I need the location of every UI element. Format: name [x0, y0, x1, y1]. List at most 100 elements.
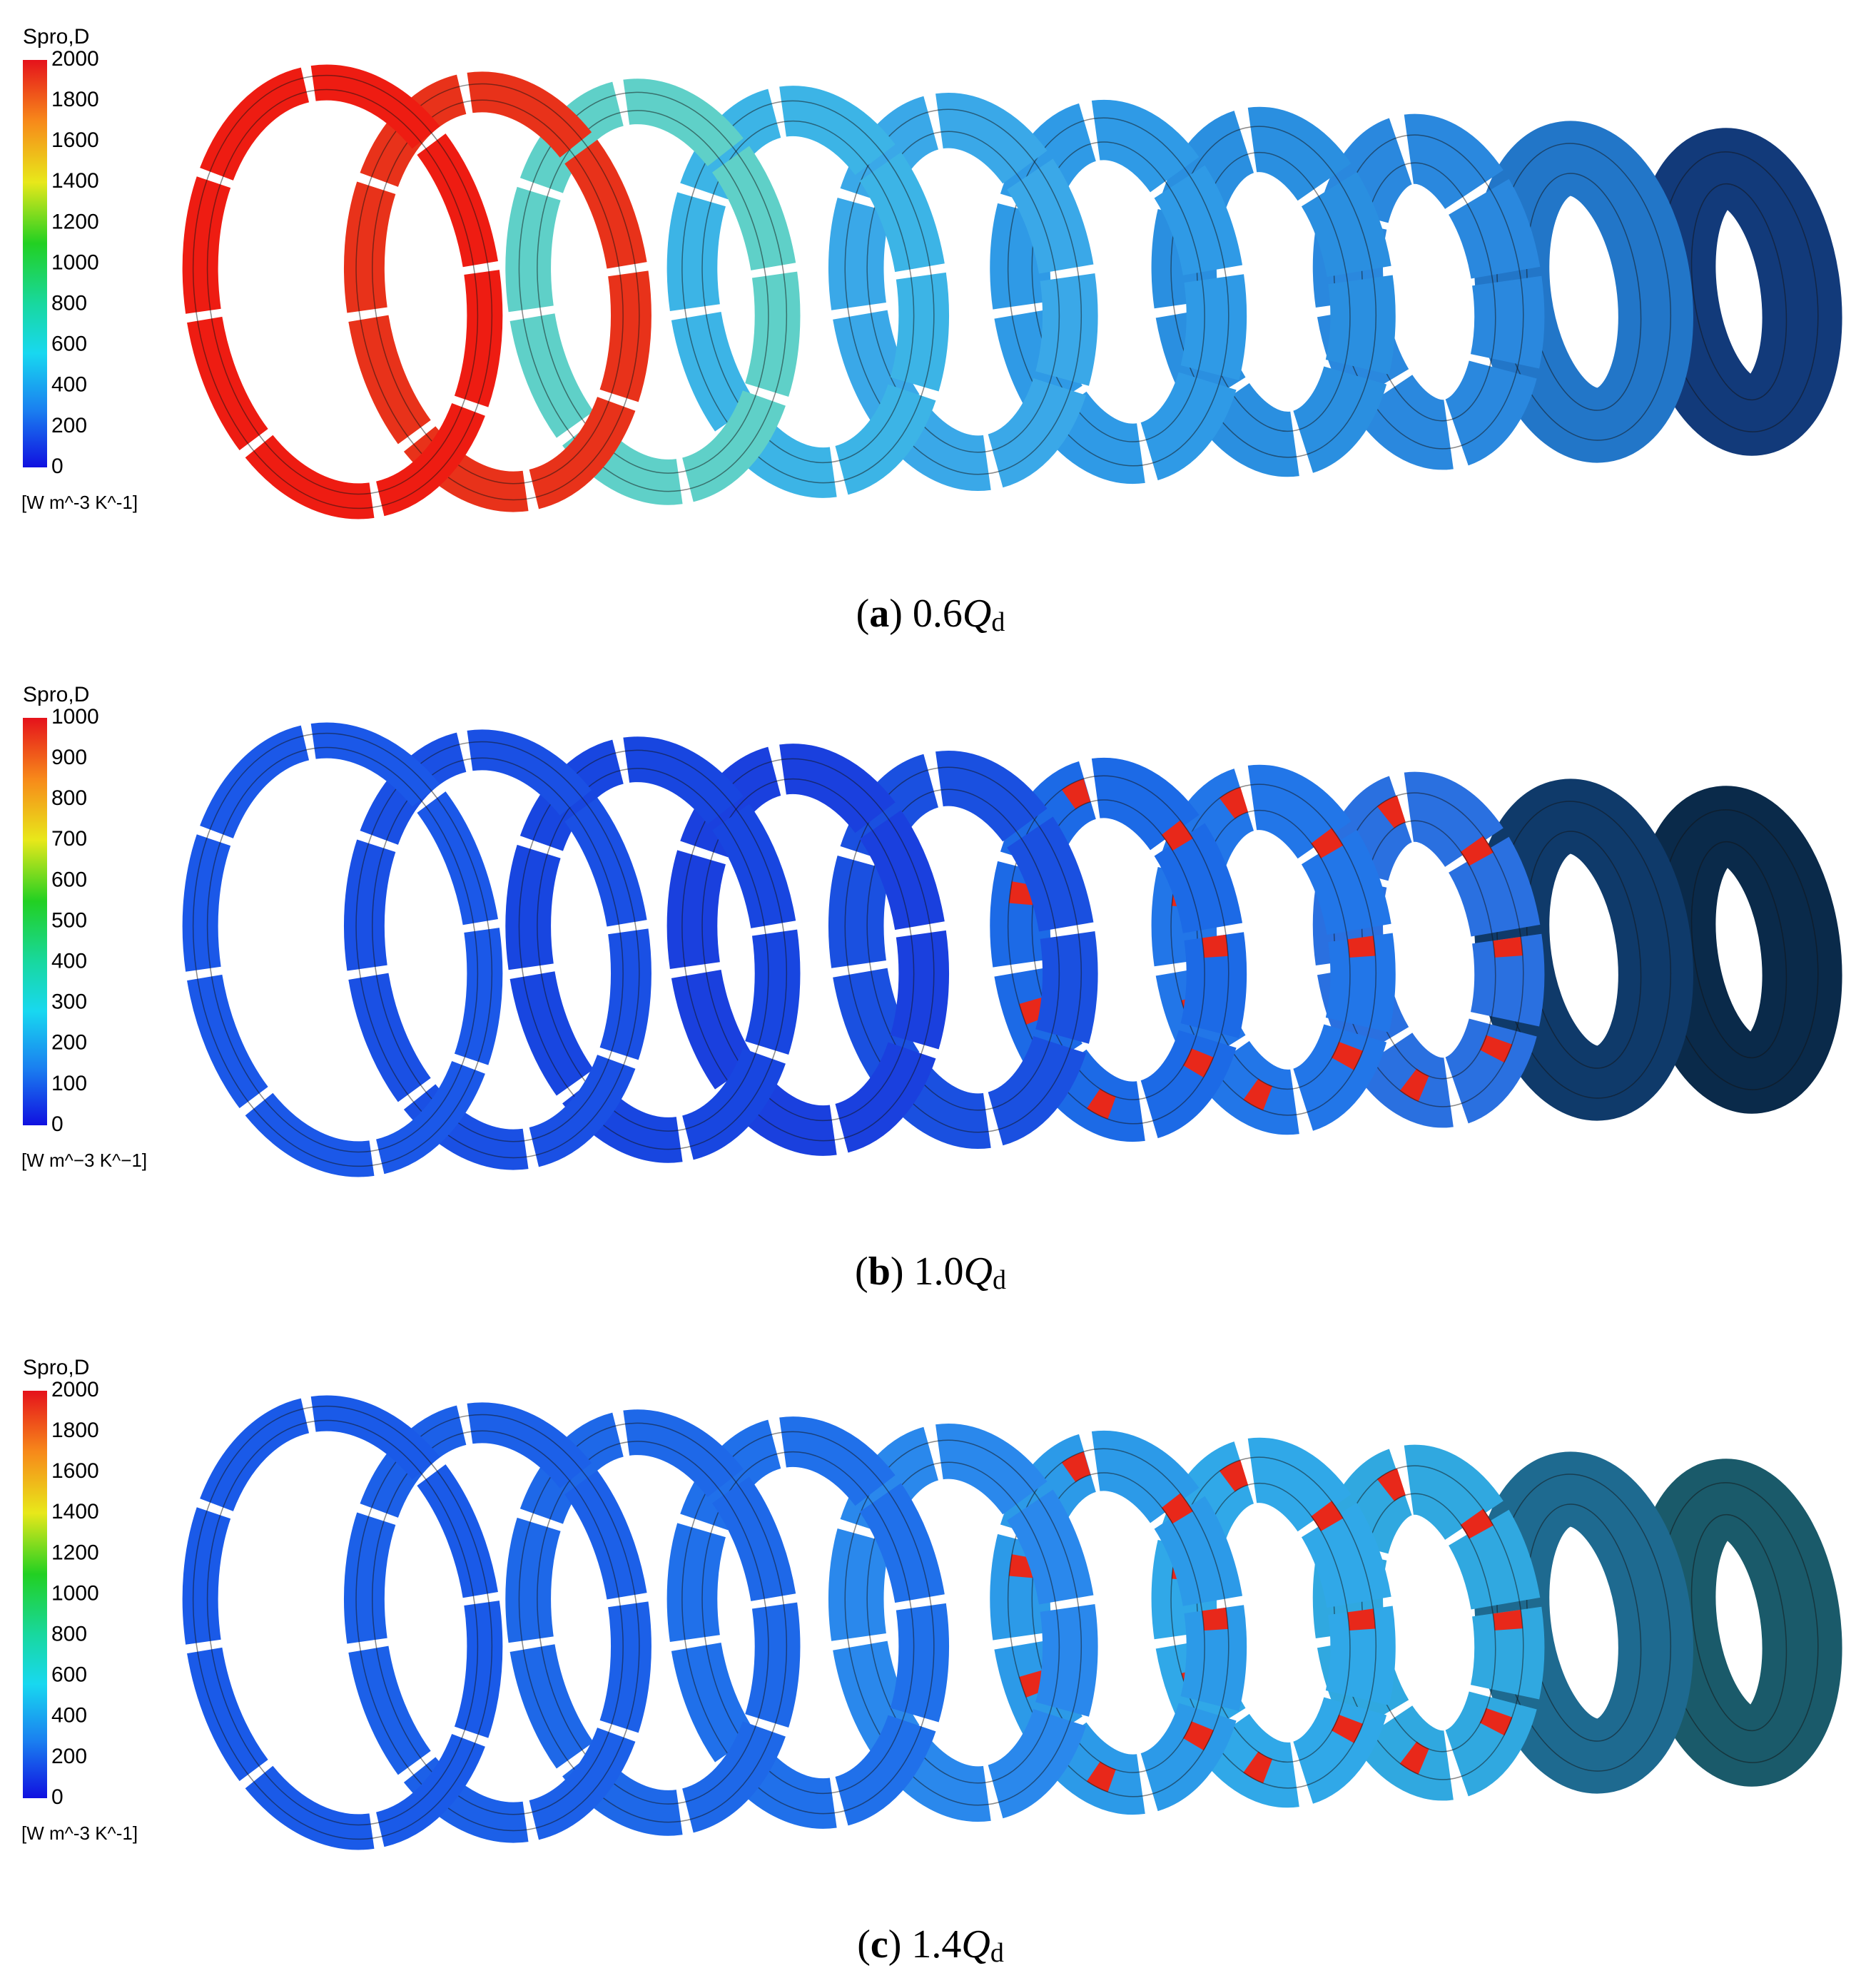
colorbar-tick-label: 800	[51, 292, 87, 315]
colorbar-tick-label: 0	[51, 455, 64, 478]
streamline	[355, 741, 640, 1159]
caption-part: ) 1.0	[891, 1249, 964, 1294]
colorbar-tick-label: 1800	[51, 1419, 99, 1442]
colorbar-tick-label: 0	[51, 1785, 64, 1809]
impeller-ring	[828, 1424, 1098, 1822]
streamline	[1690, 183, 1788, 401]
panel: Spro,D2000180016001400120010008006004002…	[21, 1356, 1842, 1968]
caption-part: (	[857, 1922, 871, 1967]
colorbar-title: Spro,D	[23, 1356, 89, 1379]
caption-part: b	[868, 1249, 891, 1294]
streamline	[537, 1441, 769, 1805]
colorbar: Spro,D2000180016001400120010008006004002…	[21, 25, 138, 513]
colorbar-tick-label: 500	[51, 908, 87, 932]
panels: Spro,D2000180016001400120010008006004002…	[21, 25, 1842, 1968]
streamline	[844, 766, 1082, 1133]
impeller-ring	[990, 99, 1247, 485]
high-value-spots	[1170, 784, 1376, 1115]
colorbar-tick-label: 400	[51, 950, 87, 973]
colorbar-tick-label: 1200	[51, 210, 99, 233]
streamline	[206, 1419, 479, 1826]
caption-part: ) 0.6	[889, 592, 963, 636]
caption-part: (	[855, 1249, 868, 1294]
streamline	[1007, 117, 1229, 467]
streamline	[701, 778, 915, 1122]
colorbar-tick-label: 300	[51, 990, 87, 1014]
colorbar-tick-label: 100	[51, 1072, 87, 1095]
colorbar-tick-label: 700	[51, 827, 87, 851]
streamline	[372, 99, 624, 485]
colorbar-tick-label: 600	[51, 868, 87, 891]
streamline	[206, 88, 479, 495]
caption-part: a	[869, 592, 889, 636]
colorbar-tick-label: 1600	[51, 128, 99, 152]
streamline	[518, 91, 788, 492]
streamline	[1007, 1448, 1229, 1797]
streamline	[1031, 141, 1205, 442]
colorbar-gradient	[23, 718, 47, 1125]
impeller-ring	[505, 1409, 801, 1836]
caption: (a) 0.6Qd	[856, 592, 1005, 637]
impeller-ring	[666, 86, 950, 498]
streamline	[1031, 1472, 1205, 1773]
impeller-ring	[1151, 106, 1396, 477]
colorbar-unit: [W m^-3 K^-1]	[21, 492, 138, 513]
caption-part: Q	[963, 592, 991, 636]
streamline	[192, 74, 493, 509]
colorbar-unit: [W m^−3 K^−1]	[21, 1150, 147, 1171]
colorbar-tick-label: 200	[51, 414, 87, 437]
impeller-ring	[343, 71, 651, 512]
colorbar-tick-label: 800	[51, 786, 87, 810]
streamline	[372, 1430, 624, 1815]
impeller-ring	[343, 729, 651, 1170]
high-value-spots	[1170, 1457, 1376, 1788]
streamline	[844, 108, 1082, 475]
streamline	[518, 1422, 788, 1823]
streamline	[192, 1405, 493, 1840]
streamline	[681, 1431, 935, 1815]
streamline	[1690, 841, 1788, 1059]
colorbar-tick-label: 1000	[51, 250, 99, 274]
colorbar-tick-label: 200	[51, 1031, 87, 1055]
colorbar-tick-label: 600	[51, 333, 87, 356]
caption-part: d	[993, 1265, 1006, 1295]
impeller-ring	[666, 1416, 950, 1829]
streamline	[372, 757, 624, 1142]
streamline	[537, 768, 769, 1132]
colorbar-tick-label: 400	[51, 373, 87, 397]
panel: Spro,D10009008007006005004003002001000[W…	[21, 683, 1842, 1295]
streamline	[681, 100, 935, 484]
impeller-ring	[182, 722, 503, 1177]
streamline	[355, 1414, 640, 1832]
caption-part: d	[991, 607, 1005, 637]
streamline	[537, 110, 769, 474]
impeller-ring	[505, 78, 801, 505]
colorbar-tick-label: 1000	[51, 705, 99, 729]
impeller-ring	[182, 1395, 503, 1850]
high-value-spots	[1334, 1466, 1523, 1780]
colorbar-tick-label: 400	[51, 1704, 87, 1728]
streamline	[701, 1451, 915, 1795]
caption-part: d	[990, 1938, 1004, 1968]
caption-part: Q	[961, 1922, 990, 1967]
colorbar-tick-label: 200	[51, 1745, 87, 1768]
colorbar-tick-label: 1000	[51, 1581, 99, 1605]
colorbar-gradient	[23, 1391, 47, 1798]
caption-part: ) 1.4	[888, 1922, 962, 1967]
impeller-ring	[828, 751, 1098, 1149]
colorbar-tick-label: 900	[51, 746, 87, 769]
high-value-spots	[1334, 793, 1523, 1107]
caption-part: c	[871, 1922, 888, 1967]
colorbar-tick-label: 0	[51, 1112, 64, 1136]
colorbar-tick-label: 1600	[51, 1459, 99, 1483]
streamline	[1690, 1513, 1788, 1732]
streamline	[1031, 799, 1205, 1100]
impeller-ring	[343, 1402, 651, 1843]
caption-part: Q	[964, 1249, 993, 1294]
impeller-ring	[182, 64, 503, 519]
colorbar-tick-label: 1800	[51, 88, 99, 111]
streamline	[206, 746, 479, 1153]
colorbar: Spro,D10009008007006005004003002001000[W…	[21, 683, 147, 1171]
streamline	[1007, 775, 1229, 1125]
colorbar-tick-label: 1400	[51, 169, 99, 193]
